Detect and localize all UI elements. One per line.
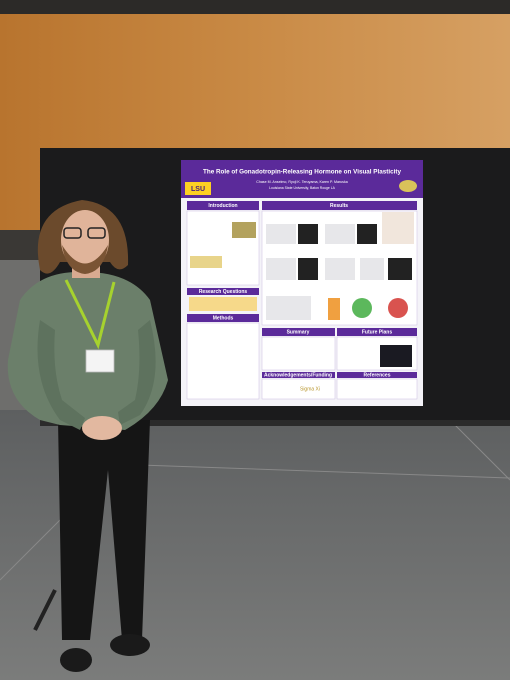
shoe (110, 634, 150, 656)
title-bar (181, 160, 423, 198)
glasses (87, 227, 106, 239)
floor-seam (0, 519, 61, 581)
results-plot (266, 258, 296, 280)
person (7, 200, 169, 672)
board-leg (33, 589, 57, 631)
section-title: References (364, 372, 391, 378)
ceiling (0, 0, 510, 14)
section-header (262, 328, 335, 336)
intro-diagram (190, 256, 222, 268)
results-plot (360, 258, 384, 280)
glasses (63, 227, 82, 239)
section-title: Introduction (208, 203, 237, 209)
results-image (357, 224, 377, 244)
beard (62, 245, 108, 274)
authors: Chase M. Anselmo, Ryoji K. Teruyama, Kar… (256, 180, 348, 184)
methods-body (186, 322, 260, 400)
results-plot (325, 224, 355, 244)
affiliation: Louisiana State University, Baton Rouge … (269, 186, 335, 190)
ack-body (261, 378, 336, 400)
board-edge (40, 420, 510, 426)
arm (37, 320, 85, 430)
logo-box (185, 182, 211, 195)
results-plot (266, 296, 311, 320)
section-title: Methods (213, 315, 234, 321)
section-header (337, 328, 417, 336)
results-image (388, 258, 412, 280)
future-image (380, 345, 412, 367)
fish-image (399, 180, 417, 192)
floor-seam (454, 424, 510, 481)
section-header (262, 372, 335, 378)
sponsor: Sigma Xi (300, 386, 320, 392)
section-title: Results (330, 203, 348, 209)
floor-seam (139, 464, 510, 479)
section-header (187, 201, 259, 210)
face (61, 210, 109, 270)
section-header (262, 201, 417, 210)
questions-box (189, 297, 257, 311)
results-image (382, 212, 414, 244)
section-title: Future Plans (362, 329, 393, 335)
poster: LSU The Role of Gonadotropin-Releasing H… (181, 160, 423, 406)
logo: LSU (191, 186, 205, 193)
section-header (187, 288, 259, 295)
name-badge (85, 349, 115, 373)
lanyard (64, 279, 116, 350)
pants (58, 420, 150, 640)
arm (118, 320, 156, 425)
results-pie (352, 298, 372, 318)
results-image (298, 224, 318, 244)
section-title: Research Questions (199, 289, 248, 295)
section-header (337, 372, 417, 378)
results-plot (266, 224, 296, 244)
references-body (336, 378, 418, 400)
intro-image (232, 222, 256, 238)
results-plot (325, 258, 355, 280)
hands (82, 416, 122, 440)
results-image (298, 258, 318, 280)
poster-title: The Role of Gonadotropin-Releasing Hormo… (203, 169, 401, 176)
section-title: Summary (287, 329, 310, 335)
section-title: Acknowledgements/Funding (264, 372, 332, 378)
results-pie (388, 298, 408, 318)
section-header (187, 314, 259, 322)
summary-body (261, 336, 336, 371)
results-bar (328, 298, 340, 320)
shoe (60, 648, 92, 672)
